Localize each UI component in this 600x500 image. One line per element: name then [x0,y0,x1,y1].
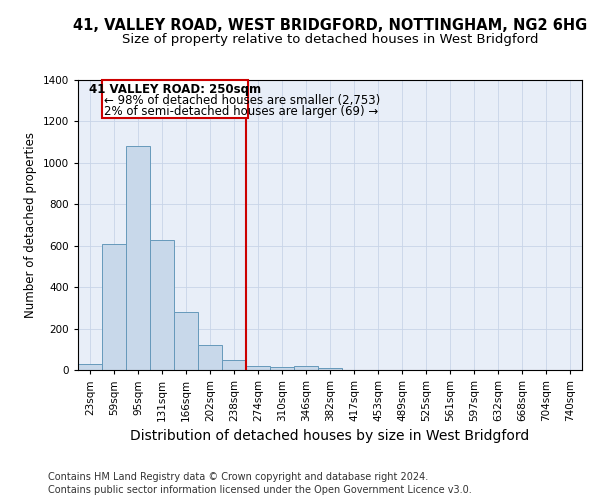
Bar [246,366,270,370]
Bar [294,366,318,370]
Y-axis label: Number of detached properties: Number of detached properties [24,132,37,318]
X-axis label: Distribution of detached houses by size in West Bridgford: Distribution of detached houses by size … [130,430,530,444]
Text: Contains HM Land Registry data © Crown copyright and database right 2024.: Contains HM Land Registry data © Crown c… [48,472,428,482]
FancyBboxPatch shape [102,80,248,118]
Bar [198,345,222,370]
Bar [174,312,198,370]
Text: 41, VALLEY ROAD, WEST BRIDGFORD, NOTTINGHAM, NG2 6HG: 41, VALLEY ROAD, WEST BRIDGFORD, NOTTING… [73,18,587,32]
Bar [102,244,126,370]
Bar [78,364,102,370]
Text: Contains public sector information licensed under the Open Government Licence v3: Contains public sector information licen… [48,485,472,495]
Text: 2% of semi-detached houses are larger (69) →: 2% of semi-detached houses are larger (6… [104,105,378,118]
Bar [126,146,150,370]
Bar [150,240,174,370]
Bar [318,368,342,370]
Text: ← 98% of detached houses are smaller (2,753): ← 98% of detached houses are smaller (2,… [104,94,380,107]
Text: 41 VALLEY ROAD: 250sqm: 41 VALLEY ROAD: 250sqm [89,82,261,96]
Text: Size of property relative to detached houses in West Bridgford: Size of property relative to detached ho… [122,32,538,46]
Bar [270,367,294,370]
Bar [222,360,246,370]
